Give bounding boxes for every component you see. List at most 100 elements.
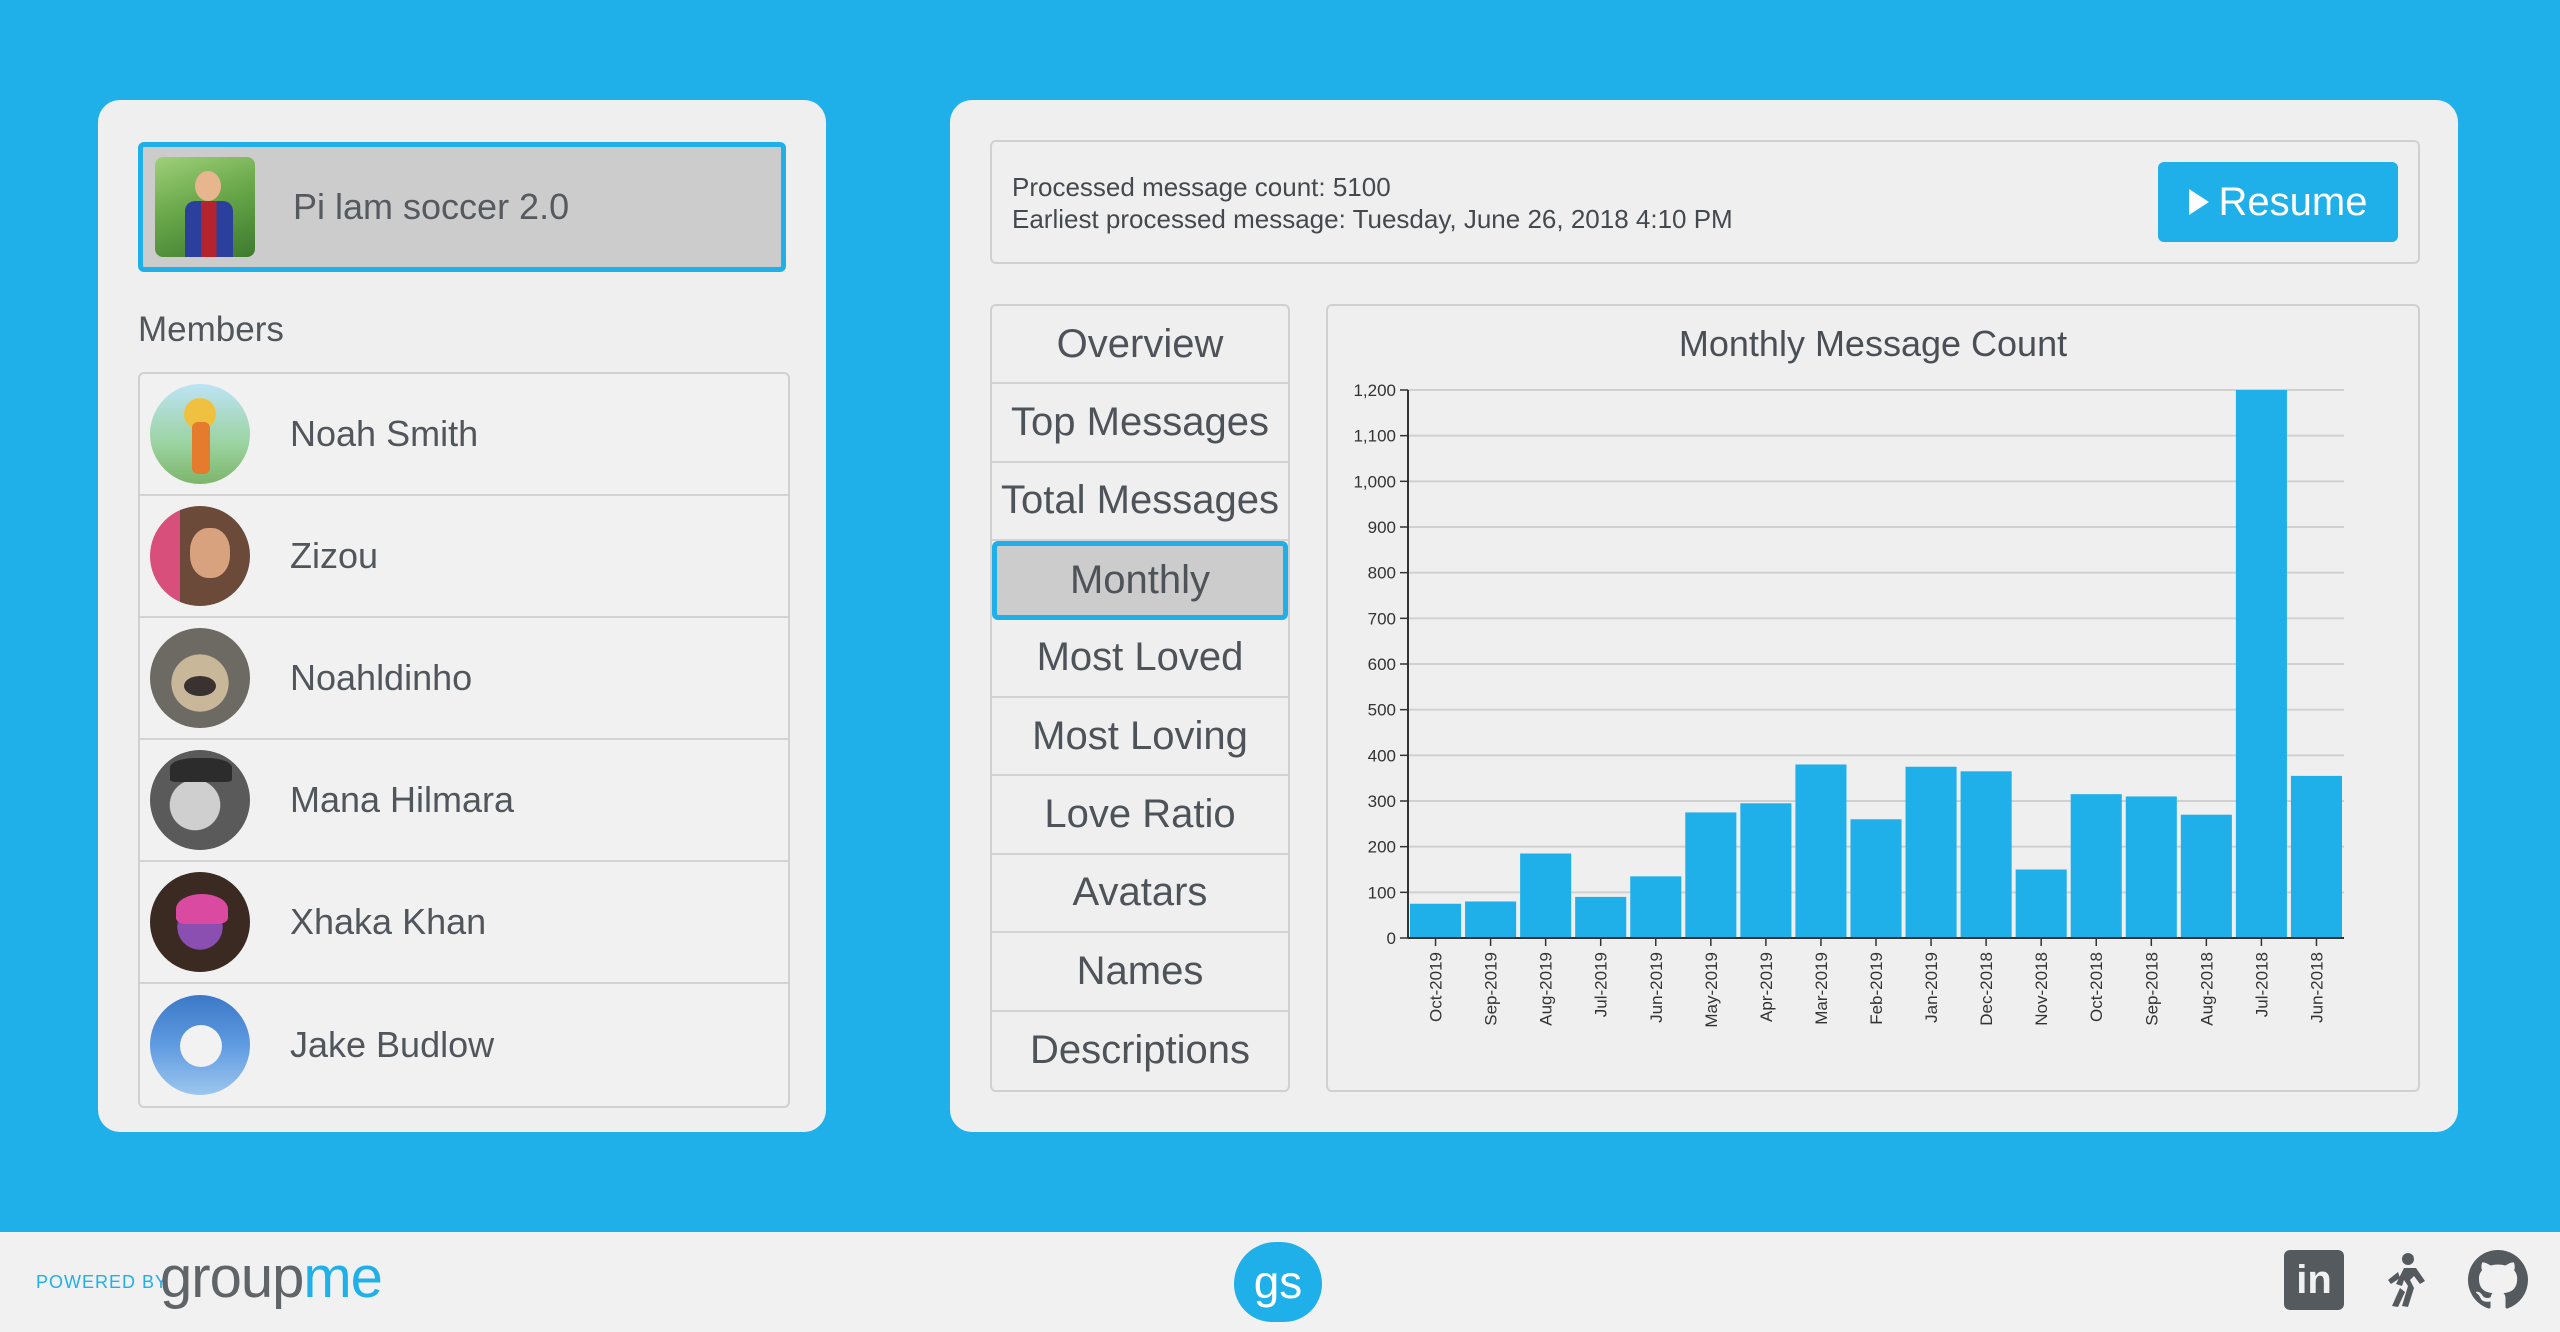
- y-tick-label: 700: [1368, 609, 1396, 628]
- member-row[interactable]: Jake Budlow: [140, 984, 788, 1106]
- bar: [2125, 796, 2177, 938]
- y-tick-label: 300: [1368, 792, 1396, 811]
- x-tick-label: Dec-2018: [1977, 952, 1996, 1026]
- member-name: Mana Hilmara: [290, 779, 515, 820]
- x-tick-label: Oct-2018: [2087, 952, 2106, 1022]
- x-tick-label: Jun-2019: [1647, 952, 1666, 1023]
- group-panel: Pi lam soccer 2.0 Members Noah Smith Ziz…: [98, 100, 826, 1132]
- y-tick-label: 0: [1387, 929, 1396, 948]
- tab-overview[interactable]: Overview: [992, 306, 1288, 385]
- monthly-chart: Monthly Message Count 0 100 200 300 400 500 60…: [1353, 323, 2344, 1028]
- bar: [1410, 903, 1462, 938]
- tab-top-messages[interactable]: Top Messages: [992, 384, 1288, 463]
- x-tick-label: Oct-2019: [1427, 952, 1446, 1022]
- group-card[interactable]: Pi lam soccer 2.0: [138, 142, 786, 272]
- resume-button[interactable]: Resume: [2158, 162, 2398, 242]
- y-tick-label: 100: [1368, 883, 1396, 902]
- bar: [1740, 803, 1792, 938]
- y-tick-label: 500: [1368, 701, 1396, 720]
- avatar: [150, 506, 250, 606]
- bar: [1960, 771, 2012, 938]
- footer: POWERED BY groupme gs in: [0, 1232, 2560, 1332]
- gs-logo[interactable]: gs: [1234, 1242, 1322, 1322]
- x-tick-label: Mar-2019: [1812, 952, 1831, 1025]
- y-tick-label: 1,200: [1353, 381, 1396, 400]
- bar: [1575, 896, 1627, 938]
- bar: [2015, 869, 2067, 938]
- powered-by-label: POWERED BY: [36, 1272, 169, 1292]
- bar: [1685, 812, 1737, 938]
- x-tick-label: Jan-2019: [1922, 952, 1941, 1023]
- bar: [2070, 794, 2122, 938]
- github-icon[interactable]: [2468, 1250, 2528, 1310]
- chart-title: Monthly Message Count: [1679, 323, 2067, 364]
- tab-love-ratio[interactable]: Love Ratio: [992, 776, 1288, 855]
- x-tick-label: Jul-2018: [2252, 952, 2271, 1017]
- x-tick-label: May-2019: [1702, 952, 1721, 1028]
- member-name: Noahldinho: [290, 657, 473, 698]
- y-tick-label: 400: [1368, 746, 1396, 765]
- bar: [1630, 876, 1682, 938]
- x-tick-label: Aug-2019: [1537, 952, 1556, 1026]
- walking-person-icon[interactable]: [2374, 1250, 2434, 1310]
- member-name: Xhaka Khan: [290, 901, 487, 942]
- group-avatar-head: [195, 171, 221, 201]
- x-tick-label: Feb-2019: [1867, 952, 1886, 1025]
- group-name: Pi lam soccer 2.0: [293, 186, 570, 227]
- avatar: [150, 628, 250, 728]
- y-tick-label: 600: [1368, 655, 1396, 674]
- group-avatar: [155, 157, 255, 257]
- processed-count: Processed message count: 5100: [1012, 172, 1391, 202]
- bar: [2235, 390, 2287, 938]
- tab-list: Overview Top Messages Total Messages Mon…: [990, 304, 1290, 1092]
- member-name: Noah Smith: [290, 413, 479, 454]
- member-row[interactable]: Xhaka Khan: [140, 862, 788, 984]
- chart-grid: [1408, 389, 2344, 894]
- bar: [1465, 901, 1517, 938]
- chart-bars: [1410, 390, 2342, 938]
- y-tick-label: 1,100: [1353, 427, 1396, 446]
- tab-monthly[interactable]: Monthly: [992, 541, 1288, 620]
- tab-descriptions[interactable]: Descriptions: [1029, 1028, 1251, 1073]
- bar: [1850, 819, 1902, 938]
- tab-most-loving[interactable]: Most Loving: [992, 698, 1288, 777]
- members-label: Members: [138, 310, 284, 349]
- bar: [1905, 766, 1957, 938]
- stats-panel: Processed message count: 5100 Earliest p…: [950, 100, 2458, 1132]
- x-tick-label: Jul-2019: [1592, 952, 1611, 1017]
- play-icon: [2188, 189, 2209, 215]
- tab-most-loved[interactable]: Most Loved: [992, 620, 1288, 698]
- avatar: [150, 384, 250, 484]
- member-row[interactable]: Noahldinho: [140, 618, 788, 740]
- bar: [1795, 764, 1847, 938]
- member-row[interactable]: Zizou: [140, 496, 788, 618]
- x-tick-label: Jun-2018: [2307, 952, 2326, 1023]
- tab-avatars[interactable]: Avatars: [992, 855, 1288, 934]
- resume-label: Resume: [2218, 179, 2368, 224]
- avatar: [150, 750, 250, 850]
- x-tick-label: Aug-2018: [2197, 952, 2216, 1026]
- earliest-message: Earliest processed message: Tuesday, Jun…: [1012, 204, 1733, 234]
- member-row[interactable]: Mana Hilmara: [140, 740, 788, 862]
- avatar: [150, 995, 250, 1095]
- x-tick-label: Nov-2018: [2032, 952, 2051, 1026]
- group-avatar-shirt: [185, 201, 233, 257]
- status-box: Processed message count: 5100 Earliest p…: [990, 140, 2420, 264]
- groupme-logo-part2: me: [303, 1245, 383, 1310]
- tab-names[interactable]: Names: [992, 933, 1288, 1012]
- bar: [2290, 775, 2342, 938]
- chart-box: Monthly Message Count 0 100 200 300 400 500 60…: [1326, 304, 2420, 1092]
- groupme-logo-part1: group: [160, 1245, 304, 1310]
- member-name: Zizou: [290, 535, 379, 576]
- x-tick-label: Sep-2018: [2142, 952, 2161, 1026]
- bar: [2180, 814, 2232, 938]
- linkedin-icon[interactable]: in: [2284, 1250, 2344, 1310]
- groupme-logo[interactable]: groupme: [160, 1244, 383, 1311]
- y-tick-label: 800: [1368, 564, 1396, 583]
- member-row[interactable]: Noah Smith: [140, 374, 788, 496]
- chart-axes: 0 100 200 300 400 500 600 700 800 900 1,000 1,100 1,…: [1353, 381, 2344, 1028]
- x-tick-label: Sep-2019: [1482, 952, 1501, 1026]
- tab-total-messages[interactable]: Total Messages: [992, 463, 1288, 542]
- member-name: Jake Budlow: [290, 1024, 495, 1065]
- y-tick-label: 900: [1368, 518, 1396, 537]
